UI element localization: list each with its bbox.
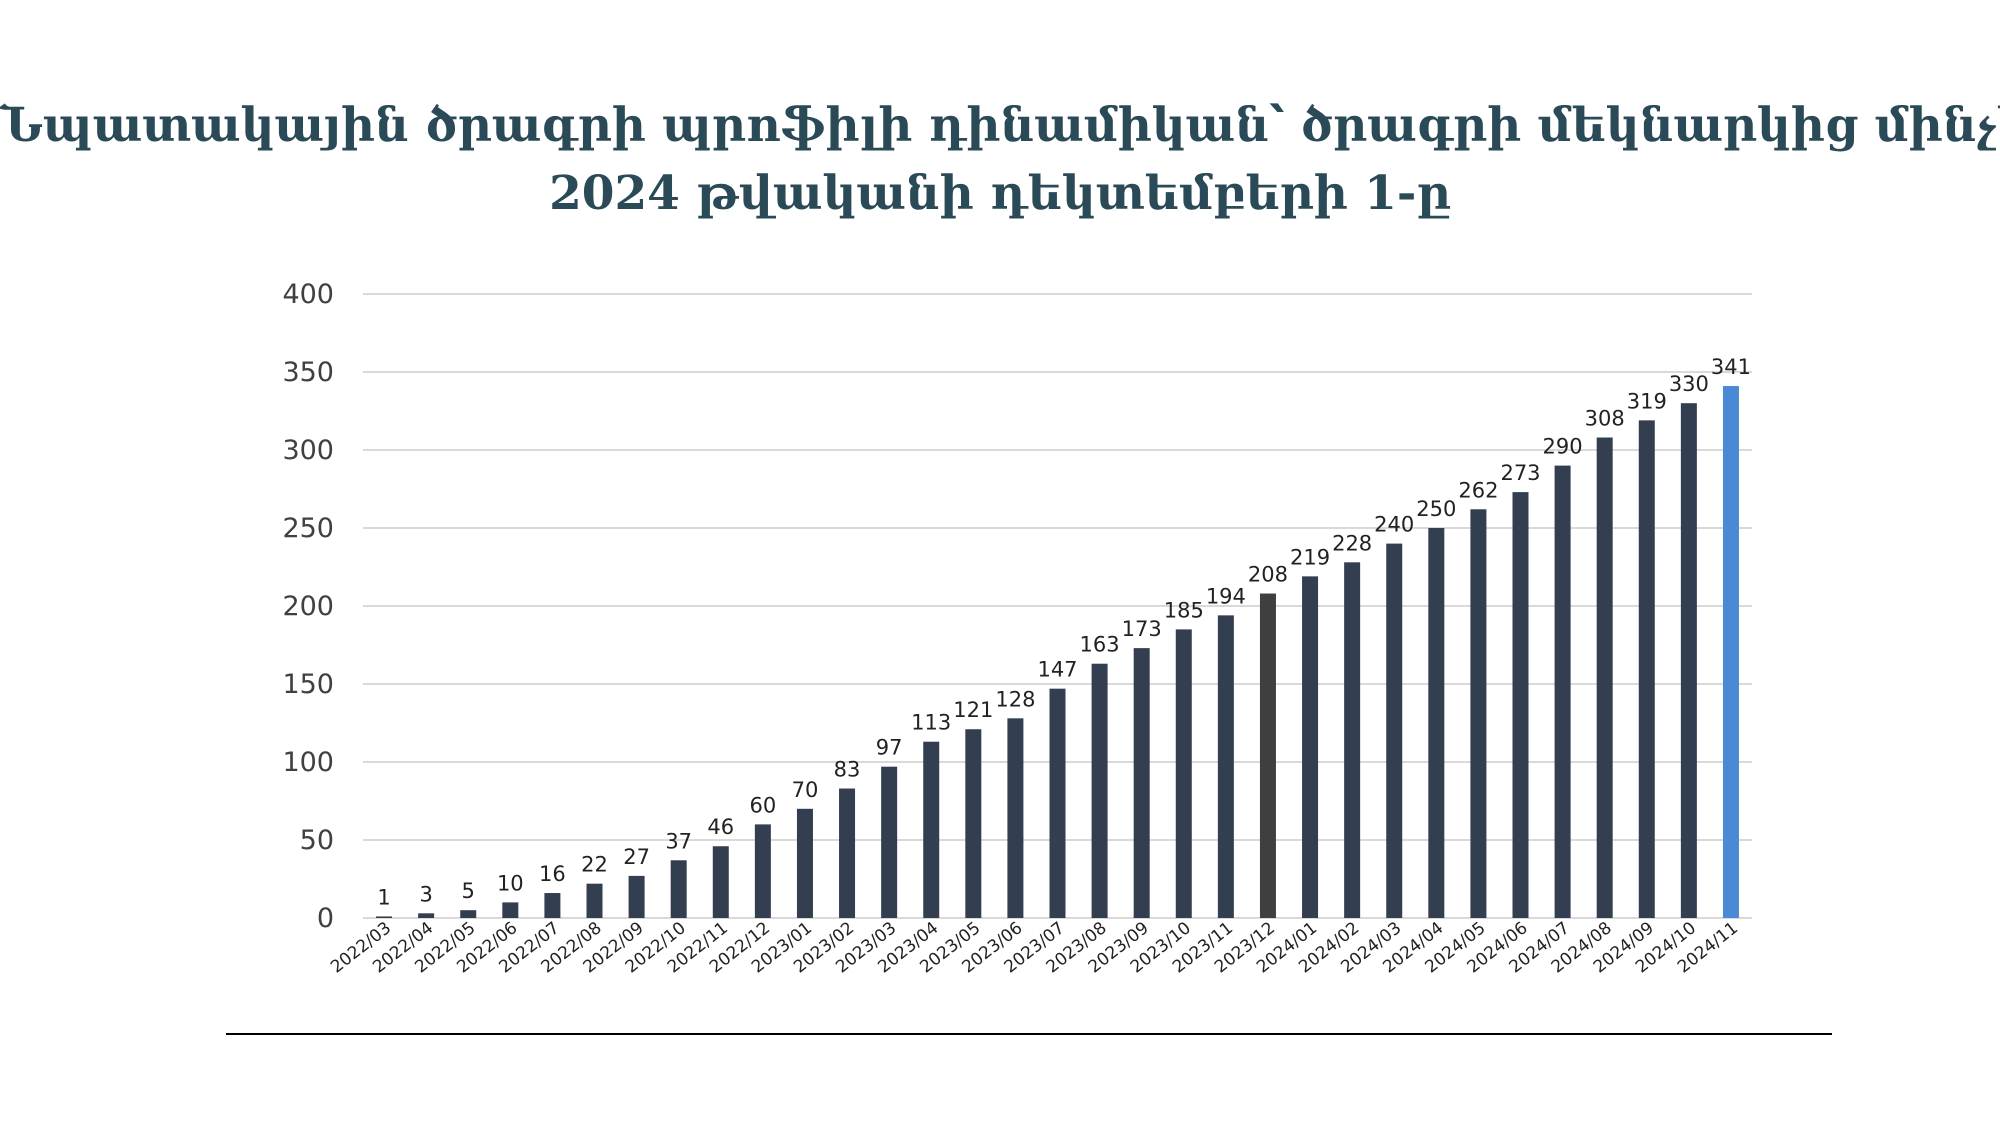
bar — [1175, 629, 1192, 918]
data-label: 330 — [1669, 372, 1709, 396]
bar — [586, 883, 603, 918]
data-label: 46 — [707, 815, 734, 839]
bar — [1680, 403, 1697, 918]
data-label: 308 — [1585, 407, 1625, 431]
bar — [418, 913, 435, 918]
data-label: 185 — [1164, 598, 1204, 622]
bar — [1007, 718, 1024, 918]
data-label: 37 — [665, 829, 692, 853]
bar — [1302, 576, 1319, 918]
data-label: 1 — [377, 885, 390, 909]
y-tick-label: 300 — [282, 435, 334, 466]
y-tick-label: 150 — [282, 669, 334, 700]
y-tick-label: 200 — [282, 591, 334, 622]
bar — [1259, 593, 1276, 918]
bar — [1091, 663, 1108, 918]
data-label: 60 — [749, 793, 776, 817]
chart-title-line-2: 2024 թվականի դեկտեմբերի 1-ը — [549, 166, 1451, 221]
y-tick-label: 0 — [317, 903, 334, 934]
data-label: 228 — [1332, 531, 1372, 555]
data-label: 319 — [1627, 389, 1667, 413]
data-label: 219 — [1290, 545, 1330, 569]
y-tick-label: 250 — [282, 513, 334, 544]
bar — [1049, 688, 1066, 918]
data-label: 121 — [953, 698, 993, 722]
bar — [628, 875, 645, 918]
bar — [1596, 437, 1613, 918]
bar — [796, 808, 813, 918]
bar — [544, 893, 561, 918]
data-label: 341 — [1711, 355, 1751, 379]
y-tick-label: 100 — [282, 747, 334, 778]
bottom-divider-line — [226, 1033, 1832, 1035]
data-label: 16 — [539, 862, 566, 886]
y-tick-label: 50 — [300, 825, 334, 856]
data-label: 113 — [911, 711, 951, 735]
bar — [1344, 562, 1361, 918]
bar — [1554, 465, 1571, 918]
data-label: 22 — [581, 853, 608, 877]
bar — [754, 824, 771, 918]
data-label: 27 — [623, 845, 650, 869]
bar — [502, 902, 519, 918]
data-label: 262 — [1458, 478, 1498, 502]
data-label: 5 — [462, 879, 475, 903]
bar — [1133, 648, 1150, 918]
bar — [712, 846, 729, 918]
chart-title-line-1: Նպատակային ծրագրի պրոֆիլի դինամիկան՝ ծրա… — [0, 98, 2000, 153]
data-label: 163 — [1080, 633, 1120, 657]
data-label: 10 — [497, 871, 524, 895]
bar — [460, 910, 477, 918]
bar — [881, 766, 898, 918]
data-label: 83 — [834, 758, 861, 782]
bar — [1638, 420, 1655, 918]
chart-title: Նպատակային ծրագրի պրոֆիլի դինամիկան՝ ծրա… — [0, 92, 2000, 228]
bar — [1512, 492, 1529, 918]
data-label: 70 — [792, 778, 819, 802]
bar — [1470, 509, 1487, 918]
data-label: 173 — [1122, 617, 1162, 641]
data-label: 3 — [419, 882, 432, 906]
bar — [670, 860, 687, 918]
bar — [923, 741, 940, 918]
data-label: 290 — [1543, 435, 1583, 459]
y-tick-label: 350 — [282, 357, 334, 388]
data-label: 147 — [1037, 658, 1077, 682]
bar — [1722, 386, 1739, 918]
bar — [1428, 528, 1445, 918]
bar — [376, 916, 393, 918]
data-label: 208 — [1248, 563, 1288, 587]
data-label: 240 — [1374, 513, 1414, 537]
data-label: 194 — [1206, 584, 1246, 608]
data-label: 250 — [1416, 497, 1456, 521]
bar — [1217, 615, 1234, 918]
bar — [839, 788, 856, 918]
data-label: 128 — [995, 687, 1035, 711]
data-label: 97 — [876, 736, 903, 760]
bar — [1386, 543, 1403, 918]
y-tick-label: 400 — [282, 279, 334, 310]
data-label: 273 — [1500, 461, 1540, 485]
bar — [965, 729, 982, 918]
